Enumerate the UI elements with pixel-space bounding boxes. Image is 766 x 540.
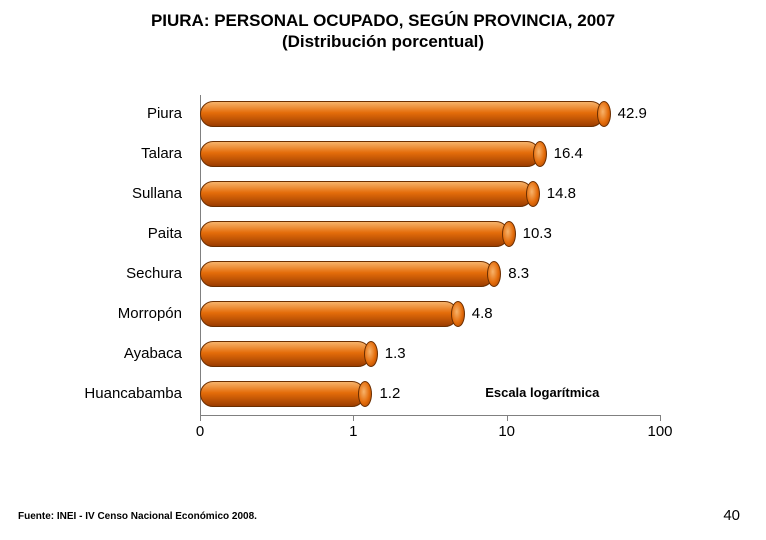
- bar-cap: [597, 101, 611, 127]
- category-label: Sullana: [132, 181, 182, 207]
- bar: [200, 381, 365, 407]
- scale-note: Escala logarítmica: [485, 385, 599, 400]
- chart-title-block: PIURA: PERSONAL OCUPADO, SEGÚN PROVINCIA…: [0, 0, 766, 53]
- bar-value-label: 10.3: [523, 221, 552, 247]
- bar-value-label: 8.3: [508, 261, 529, 287]
- bar-cap: [358, 381, 372, 407]
- category-label: Ayabaca: [124, 341, 182, 367]
- bar: [200, 261, 494, 287]
- x-tick-label: 100: [647, 423, 672, 440]
- y-axis: [200, 95, 201, 415]
- x-tick-label: 1: [349, 423, 357, 440]
- category-label: Paita: [148, 221, 182, 247]
- bar-cap: [533, 141, 547, 167]
- category-label: Sechura: [126, 261, 182, 287]
- bar-cap: [451, 301, 465, 327]
- bar-value-label: 4.8: [472, 301, 493, 327]
- bar: [200, 141, 540, 167]
- slide-number: 40: [723, 507, 740, 524]
- bar-value-label: 42.9: [618, 101, 647, 127]
- x-tick: [353, 415, 354, 421]
- x-axis: [200, 415, 660, 416]
- x-tick: [507, 415, 508, 421]
- category-label: Huancabamba: [84, 381, 182, 407]
- bar-cap: [502, 221, 516, 247]
- bar-value-label: 1.3: [385, 341, 406, 367]
- x-tick-label: 10: [498, 423, 515, 440]
- bar-value-label: 1.2: [379, 381, 400, 407]
- bar: [200, 341, 371, 367]
- bar: [200, 181, 533, 207]
- bar-cap: [526, 181, 540, 207]
- chart: 0110100Piura42.9Talara16.4Sullana14.8Pai…: [150, 95, 690, 455]
- bar: [200, 101, 604, 127]
- category-label: Talara: [141, 141, 182, 167]
- bar-value-label: 14.8: [547, 181, 576, 207]
- bar-value-label: 16.4: [554, 141, 583, 167]
- bar-cap: [487, 261, 501, 287]
- category-label: Piura: [147, 101, 182, 127]
- chart-title-line2: (Distribución porcentual): [0, 31, 766, 52]
- bar-cap: [364, 341, 378, 367]
- category-label: Morropón: [118, 301, 182, 327]
- source-line: Fuente: INEI - IV Censo Nacional Económi…: [18, 511, 257, 522]
- bar: [200, 221, 509, 247]
- x-tick: [660, 415, 661, 421]
- x-tick: [200, 415, 201, 421]
- bar: [200, 301, 458, 327]
- chart-title-line1: PIURA: PERSONAL OCUPADO, SEGÚN PROVINCIA…: [0, 10, 766, 31]
- x-tick-label: 0: [196, 423, 204, 440]
